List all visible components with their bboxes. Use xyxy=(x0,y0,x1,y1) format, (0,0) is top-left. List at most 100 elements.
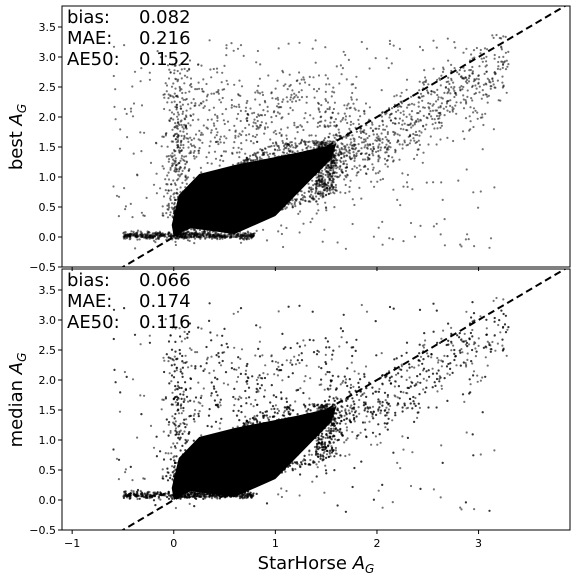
top-scatter-point xyxy=(205,236,208,239)
top-scatter-point xyxy=(345,154,348,157)
top-scatter-point xyxy=(448,82,451,86)
top-scatter-point xyxy=(487,94,490,97)
top-scatter-point xyxy=(440,102,443,105)
top-scatter-point xyxy=(180,154,184,157)
top-scatter-point xyxy=(341,171,344,174)
top-scatter-point xyxy=(263,132,266,135)
top-scatter-point xyxy=(421,99,424,102)
top-scatter-point xyxy=(244,158,248,161)
top-scatter-point xyxy=(400,102,403,105)
top-scatter-point xyxy=(332,107,335,111)
top-scatter-point xyxy=(163,107,166,111)
top-scatter-point xyxy=(349,123,352,126)
top-scatter-point xyxy=(189,77,193,80)
top-scatter-point xyxy=(223,135,226,138)
top-scatter-point xyxy=(365,47,369,50)
top-scatter-point xyxy=(376,133,379,136)
top-scatter-point xyxy=(327,175,330,179)
top-scatter-point xyxy=(159,234,162,237)
top-scatter-point xyxy=(271,97,274,100)
top-scatter-point xyxy=(410,102,414,105)
top-scatter-point xyxy=(284,207,287,210)
top-scatter-point xyxy=(302,140,306,143)
top-scatter-point xyxy=(166,145,169,148)
top-scatter-point xyxy=(167,93,170,96)
top-scatter-point xyxy=(216,238,219,241)
top-scatter-point xyxy=(298,98,301,102)
top-scatter-point xyxy=(215,127,218,130)
top-scatter-point xyxy=(146,234,149,237)
top-scatter-point xyxy=(323,181,327,184)
top-scatter-point xyxy=(401,172,404,175)
top-scatter-point xyxy=(178,146,182,149)
top-scatter-point xyxy=(493,57,496,60)
top-scatter-point xyxy=(308,187,311,190)
top-scatter-point xyxy=(289,83,292,87)
top-scatter-point xyxy=(274,129,277,132)
top-scatter-point xyxy=(465,168,468,171)
top-scatter-point xyxy=(345,107,348,110)
top-scatter-point xyxy=(281,116,284,119)
top-scatter-point xyxy=(249,159,252,162)
top-scatter-point xyxy=(244,152,247,155)
top-scatter-point xyxy=(293,203,296,206)
top-scatter-point xyxy=(215,140,218,143)
top-scatter-point xyxy=(368,157,371,160)
top-scatter-point xyxy=(259,124,262,127)
top-scatter-point xyxy=(379,139,382,142)
top-scatter-point xyxy=(373,185,376,188)
top-scatter-point xyxy=(287,147,290,150)
top-scatter-point xyxy=(304,81,307,84)
top-scatter-point xyxy=(390,62,393,65)
top-scatter-point xyxy=(332,168,335,171)
top-scatter-point xyxy=(270,116,273,119)
top-scatter-point xyxy=(296,150,299,153)
top-scatter-point xyxy=(154,241,157,244)
top-scatter-point xyxy=(179,130,182,133)
top-scatter-point xyxy=(161,205,164,208)
top-scatter-point xyxy=(223,88,226,91)
top-scatter-point xyxy=(458,86,461,89)
top-scatter-point xyxy=(179,107,182,110)
top-scatter-point xyxy=(473,245,476,248)
top-scatter-point xyxy=(254,135,257,139)
top-scatter-point xyxy=(179,105,182,108)
top-scatter-point xyxy=(169,154,172,157)
top-scatter-point xyxy=(181,112,184,115)
top-scatter-point xyxy=(182,146,185,149)
top-scatter-point xyxy=(423,80,426,83)
top-scatter-point xyxy=(197,236,200,239)
top-scatter-point xyxy=(447,76,450,79)
top-scatter-point xyxy=(417,105,420,108)
top-scatter-point xyxy=(445,102,449,105)
top-scatter-point xyxy=(466,95,469,98)
top-scatter-point xyxy=(226,83,229,86)
top-scatter-point xyxy=(429,110,432,113)
top-scatter-point xyxy=(353,153,356,157)
top-scatter-point xyxy=(172,118,175,121)
top-scatter-point xyxy=(237,135,240,138)
top-scatter-point xyxy=(500,37,503,40)
top-scatter-point xyxy=(265,151,268,154)
top-scatter-point xyxy=(164,233,167,236)
top-scatter-point xyxy=(170,156,173,159)
top-scatter-point xyxy=(252,153,255,156)
top-scatter-point xyxy=(282,245,285,249)
top-y-tick-label: 1.5 xyxy=(39,141,57,154)
top-scatter-point xyxy=(182,127,185,130)
top-scatter-point xyxy=(161,212,164,215)
top-scatter-point xyxy=(332,171,335,174)
top-scatter-point xyxy=(327,181,330,184)
top-scatter-point xyxy=(344,183,347,187)
top-scatter-point xyxy=(235,151,239,154)
top-scatter-point xyxy=(392,159,395,162)
top-scatter-point xyxy=(441,70,445,73)
top-scatter-point xyxy=(379,178,382,181)
top-scatter-point xyxy=(300,138,303,141)
top-scatter-point xyxy=(167,77,171,80)
top-scatter-point xyxy=(210,237,214,240)
top-scatter-point xyxy=(189,107,192,110)
top-scatter-point xyxy=(339,135,342,138)
top-scatter-point xyxy=(148,78,151,81)
top-scatter-point xyxy=(131,115,135,118)
